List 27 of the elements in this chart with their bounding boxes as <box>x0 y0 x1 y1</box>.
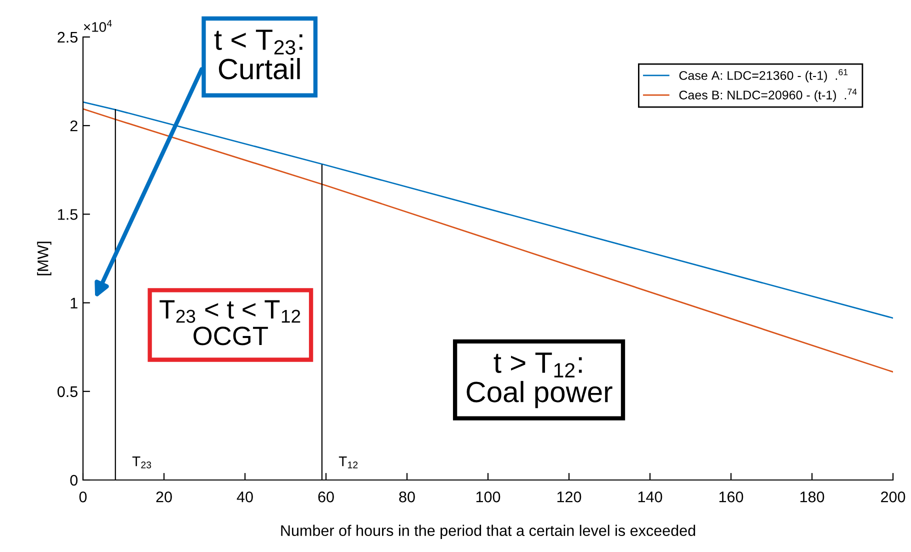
x-tick-label: 60 <box>318 492 334 502</box>
annotation: t < T$_{23}$: Curtail <box>214 30 302 80</box>
y-tick-label: 0 <box>70 474 78 486</box>
annotation: T$_{12}$ <box>338 456 358 468</box>
x-tick-label: 200 <box>881 492 906 502</box>
y-tick-label: 2 <box>70 120 78 132</box>
y-tick-label: 1.5 <box>58 209 78 220</box>
annotation: t > T$_{12}$: Coal power <box>466 352 612 408</box>
y-axis-title: [MW] <box>37 242 52 276</box>
y-tick-label: 1 <box>70 298 78 308</box>
x-tick-label: 160 <box>719 492 744 502</box>
x-tick-label: 0 <box>79 492 87 502</box>
x-tick-label: 20 <box>156 492 172 502</box>
x-axis-title: Number of hours in the period that a certain level is exceeded <box>281 524 696 540</box>
legend-label: Case A: LDC=21360 - (t-1) .$^{61}$ <box>679 69 848 82</box>
x-tick-label: 120 <box>557 492 582 502</box>
annotation: T$_{23}$ <box>132 456 152 468</box>
x-tick-label: 180 <box>800 492 824 502</box>
y-tick-label: 0.5 <box>58 386 78 398</box>
x-tick-label: 140 <box>638 492 662 502</box>
annotation: T$_{23}$ < t < T$_{12}$ OCGT <box>160 300 300 346</box>
text: ×10$^{4}$ <box>84 20 112 32</box>
legend-label: Caes B: NLDC=20960 - (t-1) .$^{74}$ <box>679 88 857 102</box>
x-tick-label: 80 <box>399 492 415 502</box>
x-tick-label: 40 <box>236 492 253 502</box>
y-tick-label: 2.5 <box>58 32 78 43</box>
x-tick-label: 100 <box>476 492 500 502</box>
